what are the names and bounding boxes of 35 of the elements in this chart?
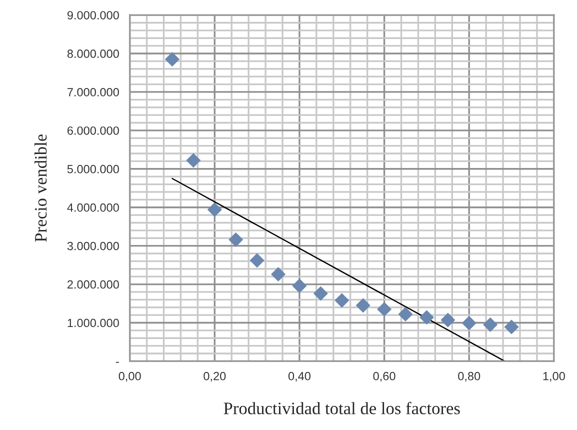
point (313, 286, 328, 301)
point (186, 153, 201, 168)
point (270, 266, 286, 282)
x-tick-label: 0,80 (458, 372, 480, 382)
x-axis-title: Productividad total de los factores (224, 402, 460, 414)
x-tick-label: 0,00 (118, 372, 141, 382)
point (398, 306, 413, 322)
y-axis-title: Precio vendible (34, 134, 47, 242)
y-tick-label: 8.000.000 (67, 50, 119, 58)
point (207, 202, 222, 217)
point (483, 317, 498, 332)
x-tick-label: 1,00 (543, 372, 565, 382)
point (462, 316, 476, 330)
y-tick-label: 4.000.000 (67, 203, 119, 212)
y-tick-label: 2.000.000 (67, 280, 119, 289)
y-tick-label: 5.000.000 (67, 164, 119, 174)
x-tick-label: 0,60 (373, 372, 396, 382)
point (164, 52, 180, 67)
x-tick-label: 0,20 (204, 372, 226, 382)
point (228, 232, 244, 247)
point (377, 302, 392, 317)
point (334, 293, 350, 308)
point (504, 320, 519, 334)
point (440, 312, 456, 328)
point (250, 253, 264, 268)
point (419, 310, 434, 325)
y-tick-label: 7.000.000 (68, 88, 119, 96)
y-tick-label: 6.000.000 (67, 126, 119, 135)
y-tick-label: 3.000.000 (67, 242, 119, 250)
y-tick-label: 9.000.000 (67, 11, 119, 20)
y-tick-label: 1.000.000 (68, 318, 119, 328)
point (292, 278, 307, 294)
point (356, 298, 370, 313)
y-tick-label: - (116, 362, 119, 363)
x-tick-label: 0,40 (288, 372, 310, 382)
